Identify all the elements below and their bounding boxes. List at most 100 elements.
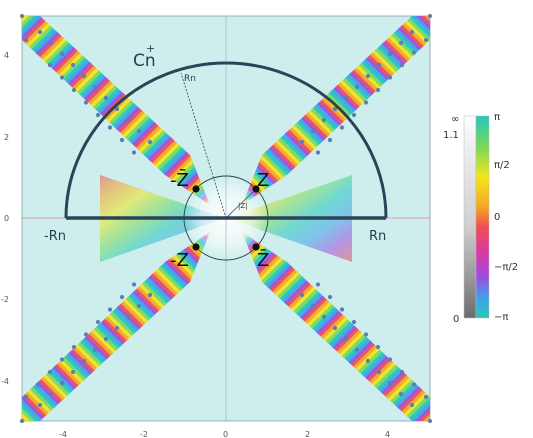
y-tick-2: 2 — [4, 133, 9, 142]
boundary-dot — [365, 73, 371, 79]
boundary-dot — [310, 128, 316, 134]
boundary-dot — [343, 95, 349, 101]
boundary-dot — [59, 51, 65, 57]
boundary-dot — [375, 344, 381, 350]
boundary-dot — [398, 391, 404, 397]
boundary-dot — [71, 87, 77, 93]
neg-zbar-label: -Z̄ — [170, 169, 189, 191]
boundary-dot — [351, 319, 357, 325]
boundary-dot — [427, 418, 433, 424]
boundary-dot — [125, 117, 131, 123]
right-end-label: Rn — [369, 229, 386, 244]
boundary-dot — [332, 325, 338, 331]
boundary-dot — [47, 62, 53, 68]
z-label: Z — [257, 170, 269, 191]
boundary-dot — [136, 128, 142, 134]
boundary-dot — [81, 358, 87, 364]
boundary-dot — [59, 75, 65, 80]
x-tick-4: 4 — [385, 430, 390, 438]
boundary-dot — [411, 50, 417, 55]
y-tick-0: 0 — [4, 214, 9, 223]
boundary-dot — [315, 150, 321, 155]
boundary-dot — [351, 112, 357, 118]
boundary-dot — [81, 73, 87, 79]
boundary-dot — [339, 125, 345, 130]
boundary-dot — [19, 13, 25, 19]
boundary-dot — [376, 62, 382, 68]
boundary-dot — [131, 150, 137, 155]
point-z — [252, 185, 260, 193]
boundary-dot — [92, 84, 98, 90]
boundary-dot — [103, 336, 109, 342]
boundary-dot — [114, 325, 120, 331]
boundary-dot — [83, 100, 89, 105]
abs-z-label: |Z| — [238, 202, 248, 210]
boundary-dots — [19, 13, 433, 424]
colorbar-right-pi2: π/2 — [494, 160, 510, 171]
boundary-dot — [387, 357, 393, 362]
boundary-dot — [299, 292, 305, 298]
boundary-dot — [95, 112, 101, 118]
boundary-dot — [409, 29, 415, 35]
boundary-dot — [48, 391, 54, 397]
abs-z-radius — [225, 191, 254, 219]
y-tick-neg2: -2 — [1, 295, 9, 304]
boundary-dot — [423, 37, 429, 43]
x-tick-0: 0 — [223, 430, 228, 438]
boundary-dot — [365, 358, 371, 364]
boundary-dot — [339, 307, 345, 312]
boundary-dot — [147, 292, 153, 298]
boundary-dot — [299, 139, 305, 145]
x-tick-neg4: -4 — [59, 430, 67, 438]
boundary-dot — [315, 282, 321, 287]
boundary-dot — [131, 282, 137, 287]
contour-semicircle — [64, 61, 388, 219]
boundary-dot — [114, 106, 120, 112]
boundary-dot — [107, 307, 113, 312]
boundary-dot — [95, 319, 101, 325]
boundary-dot — [19, 418, 25, 424]
contour-plus-label: + — [146, 42, 155, 55]
contour-label: Cn — [133, 51, 156, 71]
boundary-dot — [125, 314, 131, 320]
boundary-dot — [119, 137, 125, 143]
boundary-dot — [332, 106, 338, 112]
y-tick-4: 4 — [4, 51, 9, 60]
colorbar-left-1-1: 1.1 — [443, 130, 459, 141]
boundary-dot — [375, 87, 381, 93]
colorbar-right-0: 0 — [494, 212, 500, 223]
boundary-dot — [37, 29, 43, 35]
boundary-dot — [363, 100, 369, 105]
zbar-label: Z̄ — [257, 249, 269, 271]
point-neg-zbar — [192, 185, 200, 193]
boundary-dot — [103, 95, 109, 101]
left-end-label: -Rn — [44, 229, 66, 244]
colorbar-right-pi: π — [494, 112, 500, 123]
boundary-dot — [321, 117, 327, 123]
boundary-dot — [48, 40, 54, 46]
boundary-dot — [387, 51, 393, 57]
boundary-dot — [399, 369, 405, 375]
boundary-dot — [136, 303, 142, 309]
colorbar-left-inf: ∞ — [451, 114, 459, 125]
boundary-dot — [399, 62, 405, 68]
boundary-dot — [35, 50, 41, 55]
x-tick-neg2: -2 — [140, 430, 148, 438]
colorbar-right-neg-pi2: −π/2 — [494, 262, 518, 273]
boundary-dot — [59, 357, 65, 362]
boundary-dot — [37, 402, 43, 408]
boundary-dot — [23, 394, 29, 400]
colorbar-hue — [475, 115, 490, 319]
boundary-dot — [71, 344, 77, 350]
boundary-dot — [70, 369, 76, 375]
point-neg-z — [192, 243, 200, 251]
boundary-dot — [327, 294, 333, 300]
boundary-dot — [354, 84, 360, 90]
boundary-dot — [70, 62, 76, 68]
boundary-dot — [343, 336, 349, 342]
boundary-dot — [423, 394, 429, 400]
boundary-dot — [398, 40, 404, 46]
boundary-dot — [321, 314, 327, 320]
boundary-dot — [147, 139, 153, 145]
